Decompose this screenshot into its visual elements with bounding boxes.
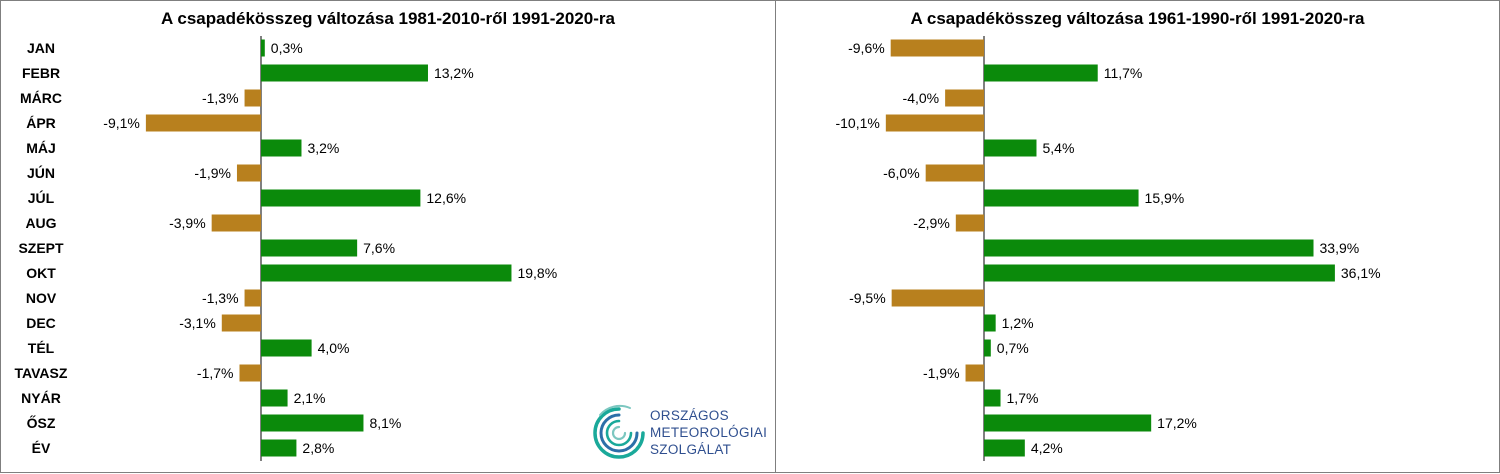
data-label-13: -1,7% (197, 365, 234, 381)
bar-4 (261, 139, 302, 157)
category-label-4: MÁJ (26, 140, 56, 156)
bar-12 (261, 339, 312, 357)
bar-14 (984, 389, 1001, 407)
bar-15 (984, 414, 1152, 432)
data-label-15: 8,1% (369, 415, 401, 431)
data-label-12: 4,0% (318, 340, 350, 356)
bar-14 (261, 389, 288, 407)
data-label-3: -10,1% (835, 115, 879, 131)
data-label-8: 7,6% (363, 240, 395, 256)
bar-12 (984, 339, 991, 357)
bar-0 (890, 39, 984, 57)
data-label-11: -3,1% (179, 315, 216, 331)
bar-13 (965, 364, 984, 382)
data-label-3: -9,1% (103, 115, 140, 131)
bar-11 (221, 314, 261, 332)
bar-8 (261, 239, 358, 257)
data-label-5: -1,9% (194, 165, 231, 181)
chart-title-left: A csapadékösszeg változása 1981-2010-ről… (161, 9, 615, 28)
bar-0 (261, 39, 265, 57)
data-label-2: -1,3% (202, 90, 239, 106)
omsz-logo: ORSZÁGOS METEOROLÓGIAI SZOLGÁLAT (590, 403, 790, 463)
data-label-0: 0,3% (271, 40, 303, 56)
bar-chart-right: -9,6% 11,7% -4,0% -10,1% 5,4% -6,0% 15,9% -2,9%… (835, 36, 1381, 461)
bar-10 (891, 289, 984, 307)
data-label-14: 2,1% (294, 390, 326, 406)
data-label-12: 0,7% (997, 340, 1029, 356)
bar-8 (984, 239, 1314, 257)
data-label-10: -9,5% (849, 290, 886, 306)
bar-1 (984, 64, 1098, 82)
data-label-11: 1,2% (1002, 315, 1034, 331)
category-label-5: JÚN (27, 164, 55, 181)
bar-10 (244, 289, 261, 307)
data-label-4: 5,4% (1042, 140, 1074, 156)
bar-6 (261, 189, 421, 207)
logo-line-2: METEOROLÓGIAI (650, 425, 768, 440)
bar-9 (984, 264, 1335, 282)
bar-15 (261, 414, 364, 432)
data-label-16: 4,2% (1031, 440, 1063, 456)
data-label-9: 36,1% (1341, 265, 1381, 281)
category-label-7: AUG (25, 215, 56, 231)
data-label-2: -4,0% (903, 90, 940, 106)
data-label-9: 19,8% (517, 265, 557, 281)
category-label-15: ŐSZ (27, 414, 56, 431)
bar-7 (211, 214, 261, 232)
data-label-1: 11,7% (1104, 65, 1143, 81)
chart-panel-left: A csapadékösszeg változása 1981-2010-ről… (0, 0, 776, 473)
bar-7 (955, 214, 984, 232)
bar-16 (984, 439, 1025, 457)
logo-line-1: ORSZÁGOS (650, 408, 729, 423)
category-label-2: MÁRC (20, 90, 62, 106)
data-label-6: 12,6% (426, 190, 466, 206)
chart-title-right: A csapadékösszeg változása 1961-1990-ről… (910, 9, 1365, 28)
bar-2 (945, 89, 984, 107)
data-label-15: 17,2% (1157, 415, 1197, 431)
bar-5 (925, 164, 984, 182)
data-label-8: 33,9% (1320, 240, 1360, 256)
category-label-0: JAN (27, 40, 55, 56)
data-label-16: 2,8% (302, 440, 334, 456)
category-label-13: TAVASZ (15, 365, 68, 381)
category-label-9: OKT (26, 265, 56, 281)
logo-swirl-icon (593, 404, 645, 459)
bar-9 (261, 264, 512, 282)
data-label-10: -1,3% (202, 290, 239, 306)
data-label-4: 3,2% (307, 140, 339, 156)
bar-16 (261, 439, 297, 457)
bar-4 (984, 139, 1037, 157)
bar-2 (244, 89, 261, 107)
bar-1 (261, 64, 428, 82)
logo-text: ORSZÁGOS METEOROLÓGIAI SZOLGÁLAT (650, 407, 767, 458)
chart-panel-right: A csapadékösszeg változása 1961-1990-ről… (775, 0, 1500, 473)
logo-line-3: SZOLGÁLAT (650, 442, 732, 457)
bar-11 (984, 314, 996, 332)
data-label-7: -2,9% (913, 215, 950, 231)
category-label-16: ÉV (32, 440, 51, 456)
bar-3 (145, 114, 261, 132)
data-label-13: -1,9% (923, 365, 960, 381)
data-label-6: 15,9% (1145, 190, 1185, 206)
category-label-14: NYÁR (21, 390, 61, 406)
bar-3 (885, 114, 984, 132)
category-label-3: ÁPR (26, 115, 56, 131)
category-label-10: NOV (26, 290, 57, 306)
bar-6 (984, 189, 1139, 207)
data-label-1: 13,2% (434, 65, 474, 81)
data-label-14: 1,7% (1007, 390, 1039, 406)
category-label-1: FEBR (22, 65, 60, 81)
bar-5 (236, 164, 261, 182)
data-label-7: -3,9% (169, 215, 206, 231)
category-label-8: SZEPT (18, 240, 64, 256)
category-label-12: TÉL (28, 340, 55, 356)
category-label-6: JÚL (28, 189, 55, 206)
data-label-0: -9,6% (848, 40, 885, 56)
data-label-5: -6,0% (883, 165, 920, 181)
bar-chart-left: 0,3% JAN 13,2% FEBR -1,3% MÁRC -9,1% ÁPR 3,2% MÁJ… (15, 36, 557, 461)
bar-13 (239, 364, 261, 382)
category-label-11: DEC (26, 315, 56, 331)
